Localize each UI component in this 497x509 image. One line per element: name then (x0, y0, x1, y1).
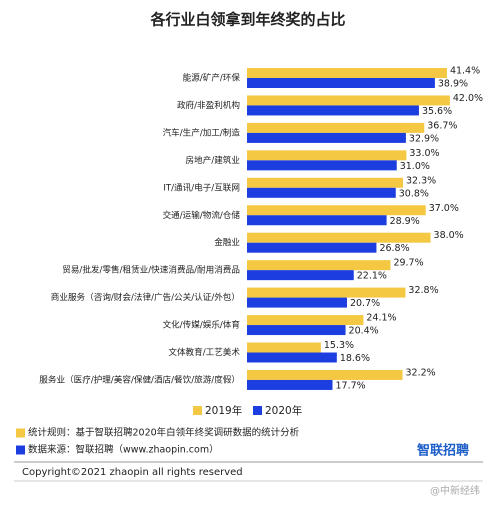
value-label: 20.4% (349, 326, 379, 337)
value-label: 26.8% (379, 243, 409, 254)
y-tick-label: 汽车/生产/加工/制造 (163, 126, 241, 138)
logo: 智联招聘 (417, 443, 469, 459)
bar (247, 325, 346, 336)
bar (247, 297, 347, 308)
y-tick-label: 文化/传媒/娱乐/体育 (163, 319, 241, 331)
legend-swatch (193, 406, 202, 415)
note: 数据来源：智联招聘（www.zhaopin.com） (28, 444, 219, 456)
value-label: 32.8% (408, 285, 438, 296)
value-label: 35.6% (422, 106, 452, 117)
bar (247, 205, 426, 216)
bar (247, 270, 354, 281)
value-label: 36.7% (427, 120, 457, 131)
value-label: 37.0% (429, 203, 459, 214)
value-label: 18.6% (340, 353, 370, 364)
bar (247, 177, 404, 188)
value-label: 32.9% (409, 133, 439, 144)
y-tick-label: 能源/矿产/环保 (183, 72, 241, 84)
y-tick-label: IT/通讯/电子/互联网 (163, 181, 240, 193)
legend-label: 2019年 (205, 404, 242, 417)
y-tick-label: 政府/非盈利机构 (177, 99, 240, 111)
note: 统计规则：基于智联招聘2020年白领年终奖调研数据的统计分析 (28, 427, 300, 439)
bar (247, 95, 450, 106)
bar (247, 352, 337, 363)
value-label: 42.0% (453, 93, 483, 104)
y-tick-label: 交通/运输/物流/仓储 (163, 209, 241, 221)
bar (247, 242, 377, 253)
bar (247, 150, 407, 161)
y-tick-label: 贸易/批发/零售/租赁业/快速消费品/耐用消费品 (62, 264, 240, 276)
legend-label: 2020年 (265, 404, 302, 417)
watermark: @中新经纬 (430, 484, 480, 497)
value-label: 31.0% (400, 161, 430, 172)
value-label: 38.9% (438, 79, 468, 90)
value-label: 28.9% (390, 216, 420, 227)
bar (247, 260, 391, 271)
bar (247, 287, 406, 298)
bar (247, 215, 387, 226)
bar (247, 315, 364, 326)
value-label: 20.7% (350, 298, 380, 309)
bar (247, 122, 425, 133)
bar (247, 379, 333, 390)
value-label: 24.1% (366, 313, 396, 324)
bar (247, 232, 431, 243)
copyright: Copyright©2021 zhaopin all rights reserv… (22, 467, 243, 478)
bar (247, 105, 419, 116)
bar (247, 369, 403, 380)
value-label: 33.0% (409, 148, 439, 159)
bar (247, 342, 321, 353)
note-swatch (16, 428, 25, 438)
value-label: 32.3% (406, 175, 436, 186)
bar (247, 160, 397, 171)
value-label: 41.4% (450, 66, 480, 77)
y-tick-label: 服务业（医疗/护理/美容/保健/酒店/餐饮/旅游/度假） (39, 373, 240, 385)
bar (247, 132, 406, 143)
bar (247, 68, 447, 78)
y-tick-label: 金融业 (214, 236, 240, 248)
legend-swatch (253, 406, 262, 415)
value-label: 30.8% (399, 188, 429, 199)
value-label: 22.1% (357, 271, 387, 282)
y-tick-label: 房地产/建筑业 (186, 154, 241, 166)
value-label: 32.2% (406, 367, 436, 378)
y-tick-label: 文体教育/工艺美术 (168, 346, 240, 358)
y-tick-label: 商业服务（咨询/财会/法律/广告/公关/认证/外包） (51, 291, 240, 303)
value-label: 15.3% (324, 340, 354, 351)
bar (247, 187, 396, 198)
note-swatch (16, 445, 25, 455)
value-label: 29.7% (393, 258, 423, 269)
bar (247, 78, 435, 88)
chart-title: 各行业白领拿到年终奖的占比 (149, 11, 345, 29)
value-label: 17.7% (335, 380, 365, 391)
value-label: 38.0% (434, 230, 464, 241)
